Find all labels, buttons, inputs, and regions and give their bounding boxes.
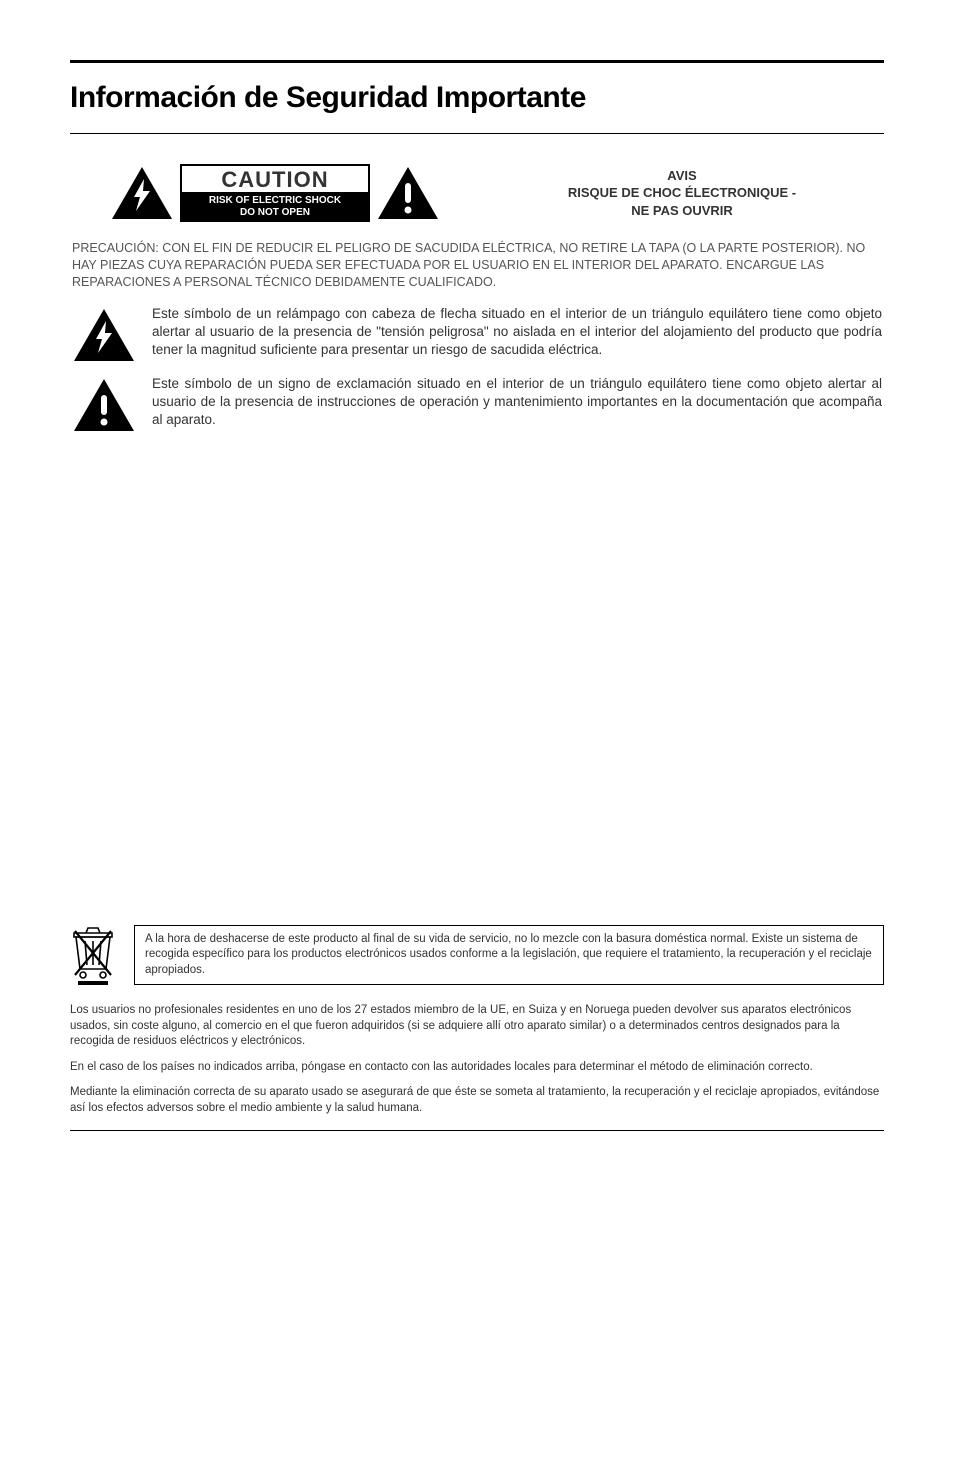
weee-bin-icon [70, 925, 116, 985]
symbol-bolt-text: Este símbolo de un relámpago con cabeza … [152, 305, 882, 360]
bottom-rule [70, 1130, 884, 1131]
avis-line1: AVIS [667, 168, 696, 183]
caution-box: CAUTION RISK OF ELECTRIC SHOCK DO NOT OP… [180, 164, 370, 222]
blank-spacer [70, 445, 884, 925]
lightning-triangle-icon [110, 165, 174, 221]
avis-block: AVIS RISQUE DE CHOC ÉLECTRONIQUE - NE PA… [440, 167, 884, 220]
footer-paragraph-2: En el caso de los países no indicados ar… [70, 1060, 884, 1076]
precaucion-text: PRECAUCIÓN: CON EL FIN DE REDUCIR EL PEL… [70, 240, 884, 291]
avis-line3: NE PAS OUVRIR [631, 203, 733, 218]
footer-paragraph-1: Los usuarios no profesionales residentes… [70, 1003, 884, 1050]
caution-sublabel: RISK OF ELECTRIC SHOCK DO NOT OPEN [180, 192, 370, 222]
symbol-row-excl: Este símbolo de un signo de exclamación … [70, 375, 884, 433]
warning-graphic: CAUTION RISK OF ELECTRIC SHOCK DO NOT OP… [110, 164, 440, 222]
footer-paragraph-3: Mediante la eliminación correcta de su a… [70, 1085, 884, 1116]
title-underline [70, 133, 884, 134]
caution-label: CAUTION [180, 164, 370, 192]
weee-row: A la hora de deshacerse de este producto… [70, 925, 884, 986]
caution-sub-line2: DO NOT OPEN [240, 207, 310, 218]
top-rule [70, 60, 884, 63]
warning-header-row: CAUTION RISK OF ELECTRIC SHOCK DO NOT OP… [70, 164, 884, 222]
symbol-row-bolt: Este símbolo de un relámpago con cabeza … [70, 305, 884, 363]
symbol-excl-text: Este símbolo de un signo de exclamación … [152, 375, 882, 430]
avis-line2: RISQUE DE CHOC ÉLECTRONIQUE - [568, 185, 796, 200]
exclamation-triangle-icon [376, 165, 440, 221]
weee-box-text: A la hora de deshacerse de este producto… [134, 925, 884, 986]
lightning-triangle-icon [72, 307, 136, 363]
exclamation-triangle-icon [72, 377, 136, 433]
caution-sub-line1: RISK OF ELECTRIC SHOCK [209, 195, 341, 206]
page-title: Información de Seguridad Importante [70, 81, 884, 115]
page: Información de Seguridad Importante CAUT… [0, 0, 954, 1171]
